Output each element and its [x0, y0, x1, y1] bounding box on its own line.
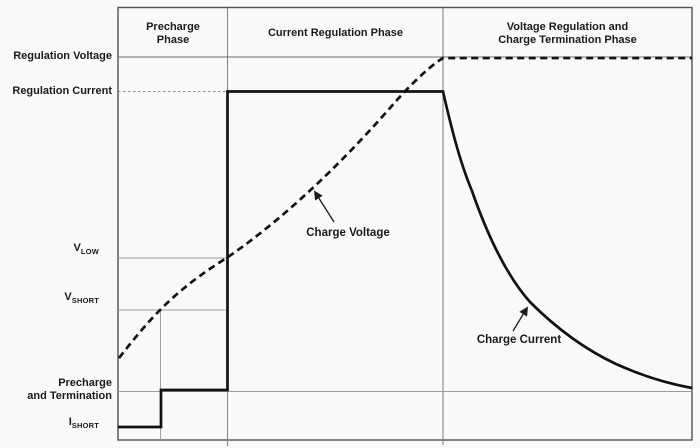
ylabel-precharge-termination-line2: and Termination [27, 389, 112, 402]
ylabel-v-low-sub: LOW [80, 246, 99, 256]
phase-header-current-regulation: Current Regulation Phase [228, 27, 443, 40]
charge-current-curve [118, 90, 693, 429]
annotation-charge-voltage: Charge Voltage [306, 227, 390, 239]
phase-header-precharge-line2: Phase [156, 33, 190, 46]
phase-header-voltage-regulation: Voltage Regulation and Charge Terminatio… [443, 21, 692, 46]
phase-header-precharge: Precharge Phase [118, 21, 228, 46]
ylabel-precharge-termination-line1: Precharge [58, 377, 112, 389]
ylabel-v-short-sub: SHORT [71, 295, 99, 305]
ylabel-v-low: VLOW [9, 242, 99, 256]
ylabel-i-short-base: I [68, 416, 72, 428]
ylabel-regulation-voltage: Regulation Voltage [13, 50, 112, 62]
phase-header-precharge-line1: Precharge [146, 21, 200, 33]
charge-current-arrow [512, 306, 528, 332]
phase-header-voltage-regulation-line2: Charge Termination Phase [498, 33, 637, 46]
ylabel-i-short-sub: SHORT [71, 420, 99, 430]
ylabel-precharge-termination: Precharge and Termination [0, 377, 112, 402]
ylabel-regulation-current: Regulation Current [12, 85, 112, 97]
charge-voltage-arrow [314, 190, 335, 223]
ylabel-i-short: ISHORT [9, 416, 99, 430]
annotation-charge-current: Charge Current [476, 334, 562, 346]
plot-border [117, 6, 693, 441]
ylabel-v-short-base: V [64, 291, 72, 303]
charge-voltage-curve [117, 56, 692, 359]
ylabel-v-short: VSHORT [9, 291, 99, 305]
ylabel-v-low-base: V [73, 242, 81, 254]
phase-header-voltage-regulation-line1: Voltage Regulation and [506, 21, 629, 33]
phase-header-current-regulation-line1: Current Regulation Phase [267, 27, 404, 39]
